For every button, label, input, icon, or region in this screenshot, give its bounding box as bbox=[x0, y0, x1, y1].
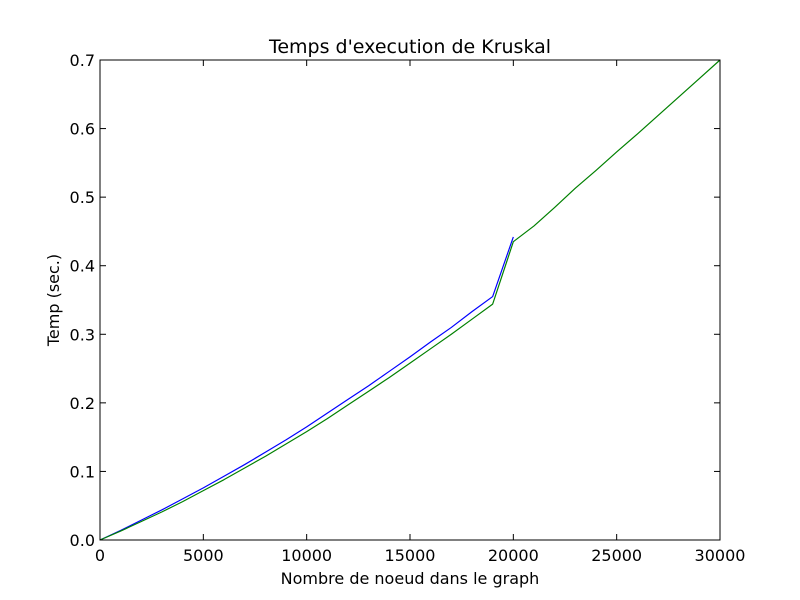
y-tick-label: 0.2 bbox=[70, 394, 95, 413]
y-tick-label: 0.7 bbox=[70, 51, 95, 70]
y-tick-label: 0.3 bbox=[70, 325, 95, 344]
x-tick-label: 10000 bbox=[281, 546, 332, 565]
x-axis-title: Nombre de noeud dans le graph bbox=[281, 569, 540, 588]
chart-title: Temps d'execution de Kruskal bbox=[268, 36, 551, 58]
x-tick-label: 0 bbox=[95, 546, 105, 565]
y-tick-label: 0.1 bbox=[70, 462, 95, 481]
y-axis-title: Temp (sec.) bbox=[44, 254, 63, 347]
plot-area: 0 5000 10000 15000 20000 25000 30000 0.0 0.1 0.2 0… bbox=[70, 51, 746, 565]
series-line-1 bbox=[99, 236, 514, 541]
y-tick-label: 0.6 bbox=[70, 120, 95, 139]
y-tick-label: 0.5 bbox=[70, 188, 95, 207]
x-tick-label: 25000 bbox=[591, 546, 642, 565]
x-tick-label: 15000 bbox=[385, 546, 436, 565]
y-tick-label: 0.4 bbox=[70, 257, 95, 276]
x-tick-label: 5000 bbox=[183, 546, 224, 565]
y-tick-label: 0.0 bbox=[70, 531, 95, 550]
x-tick-label: 30000 bbox=[695, 546, 746, 565]
x-tick-label: 20000 bbox=[488, 546, 539, 565]
series-line-2 bbox=[99, 59, 721, 541]
